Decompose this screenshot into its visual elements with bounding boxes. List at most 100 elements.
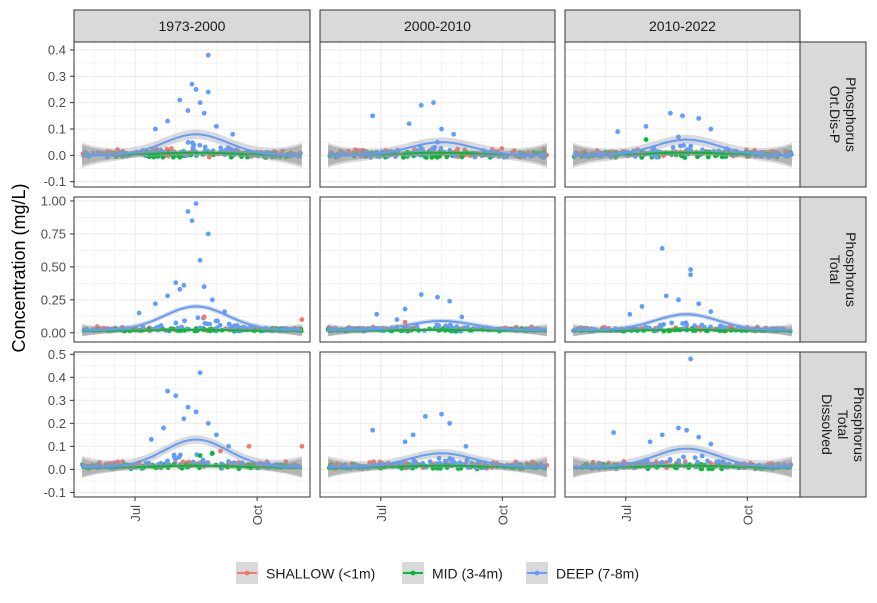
data-point xyxy=(148,437,154,442)
data-point xyxy=(660,461,666,467)
row-strip-label: Dissolved xyxy=(819,394,835,455)
data-point xyxy=(530,459,535,465)
data-point xyxy=(511,148,517,154)
data-point xyxy=(659,246,665,251)
data-point xyxy=(657,324,663,330)
x-tick-label: Oct xyxy=(250,505,265,526)
data-point xyxy=(447,298,453,304)
y-tick-label: 0.75 xyxy=(41,226,66,241)
y-tick-label: 0.1 xyxy=(48,122,66,137)
data-point xyxy=(158,460,164,466)
data-point xyxy=(706,466,712,472)
data-point xyxy=(190,145,196,150)
row-strip-label: Total xyxy=(827,255,843,285)
panel-r3-c1 xyxy=(73,351,311,498)
data-point xyxy=(179,324,184,330)
panel-border xyxy=(73,351,311,498)
data-point xyxy=(663,293,669,299)
data-point xyxy=(432,144,438,150)
data-point xyxy=(573,150,579,155)
data-point xyxy=(431,100,436,106)
data-point xyxy=(193,409,199,415)
data-point xyxy=(447,456,453,461)
panel-background xyxy=(74,42,310,187)
data-point xyxy=(165,118,170,124)
y-tick-label: 0.0 xyxy=(48,462,66,477)
data-point xyxy=(280,148,286,154)
panel-border xyxy=(319,196,556,343)
row-strip-label: Ort.Dis-P xyxy=(827,86,843,144)
trend-line xyxy=(82,438,302,468)
panel-r1-c2 xyxy=(319,41,556,188)
data-point xyxy=(464,457,470,463)
data-point xyxy=(451,131,457,137)
data-point xyxy=(343,462,348,468)
confidence-band xyxy=(328,144,547,166)
data-point xyxy=(684,147,690,153)
data-point xyxy=(177,97,183,103)
confidence-band xyxy=(82,129,302,168)
confidence-band xyxy=(573,458,792,478)
data-point xyxy=(696,116,702,121)
legend-item: SHALLOW (<1m) xyxy=(236,562,375,584)
data-point xyxy=(364,149,370,155)
panel-r1-c3 xyxy=(564,29,801,188)
data-point xyxy=(370,427,376,433)
x-tick-label: Oct xyxy=(495,505,510,526)
data-point xyxy=(459,314,465,320)
data-point xyxy=(472,154,478,160)
panel-border xyxy=(319,351,556,498)
data-point xyxy=(435,294,440,300)
y-tick-label: 1.00 xyxy=(41,193,66,208)
data-point xyxy=(205,89,211,95)
data-point xyxy=(402,319,408,325)
panel-background xyxy=(565,352,800,497)
data-point xyxy=(197,100,203,106)
data-point xyxy=(185,404,191,410)
data-point xyxy=(201,284,207,290)
data-point xyxy=(454,324,460,330)
trend-line xyxy=(328,328,547,333)
data-point xyxy=(669,320,675,326)
data-point xyxy=(205,420,211,426)
data-point xyxy=(447,420,453,426)
data-point xyxy=(700,147,705,153)
data-point xyxy=(146,154,152,160)
data-point xyxy=(643,123,649,129)
data-point xyxy=(708,441,714,447)
data-point xyxy=(181,282,187,288)
trend-line xyxy=(573,138,792,157)
data-point xyxy=(228,154,234,160)
data-point xyxy=(239,460,245,466)
confidence-band xyxy=(82,304,302,337)
panel-r2-c2 xyxy=(319,196,556,343)
data-point xyxy=(684,427,689,433)
data-point xyxy=(151,154,157,160)
confidence-band xyxy=(573,325,792,337)
data-point xyxy=(183,153,189,159)
data-point xyxy=(449,460,454,466)
data-point xyxy=(193,201,199,206)
column-strip-3 xyxy=(564,9,801,43)
y-tick-label: -0.1 xyxy=(44,485,66,500)
confidence-band xyxy=(573,311,792,337)
data-point xyxy=(165,458,170,464)
data-point xyxy=(442,458,448,464)
data-point xyxy=(705,154,711,160)
confidence-band xyxy=(82,458,302,478)
confidence-band xyxy=(328,458,547,478)
smooth-trends xyxy=(328,137,547,168)
data-point xyxy=(469,460,474,466)
data-point xyxy=(190,459,196,465)
data-point xyxy=(185,108,191,113)
trend-line xyxy=(573,464,792,469)
data-point xyxy=(299,317,305,322)
row-strip-label: Phosphorus xyxy=(851,387,867,462)
x-tick-label: Jul xyxy=(374,505,389,522)
legend-key-point xyxy=(534,570,540,576)
smooth-trends xyxy=(82,304,302,337)
data-point xyxy=(94,462,100,467)
data-point xyxy=(593,150,599,156)
data-point xyxy=(160,154,166,160)
